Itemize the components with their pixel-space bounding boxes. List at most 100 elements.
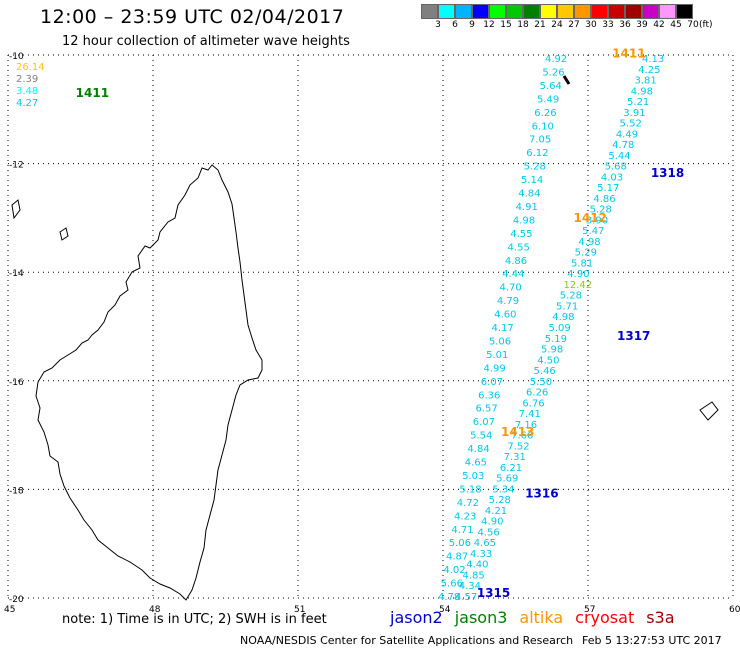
wave-height-value: 5.66 xyxy=(441,579,463,590)
wave-height-values: 26.142.393.484.27 4.92 5.26 5.64 5.49 6.26 6.1… xyxy=(16,54,664,603)
page-title: 12:00 – 23:59 UTC 02/04/2017 xyxy=(40,6,345,28)
wave-height-value: 5.34 xyxy=(492,484,514,495)
track-orbit-labels: 1411 1411 1412 1318 1317 1413 1316 1315 xyxy=(76,47,685,600)
wave-height-value: 5.26 xyxy=(542,67,564,78)
legend-swatch xyxy=(574,4,591,19)
wave-height-value: 4.60 xyxy=(494,310,516,321)
wave-height-value: 4.49 xyxy=(616,129,638,140)
satellite-name: s3a xyxy=(646,608,675,627)
latitude-tick-label: -20 xyxy=(9,595,24,605)
wave-height-value: 4.17 xyxy=(492,323,514,334)
wave-height-value: 6.26 xyxy=(526,388,548,399)
wave-height-value: 4.33 xyxy=(470,549,492,560)
track-label: 1318 xyxy=(651,166,684,180)
wave-height-value: 5.06 xyxy=(489,336,511,347)
wave-height-value: 5.09 xyxy=(549,323,571,334)
latitude-tick-label: -14 xyxy=(9,269,24,279)
wave-height-value: 4.98 xyxy=(631,86,653,97)
legend-label: 33 xyxy=(602,20,614,30)
wave-height-value: 3.90 xyxy=(586,215,608,226)
wave-height-value: 5.29 xyxy=(575,248,597,259)
track-label: 1413 xyxy=(501,425,534,439)
wave-height-value: 4.84 xyxy=(467,444,489,455)
wave-height-value: 4.13 xyxy=(642,54,664,65)
wave-height-value: 4.02 xyxy=(443,565,465,576)
wave-height-value: 7.31 xyxy=(504,452,526,463)
wave-height-value: 4.84 xyxy=(518,189,540,200)
track-label: 1412 xyxy=(574,211,607,225)
wave-height-value: 6.76 xyxy=(522,398,544,409)
wave-height-value: 4.86 xyxy=(593,194,615,205)
legend-unit: (ft) xyxy=(699,20,713,30)
legend-label: 15 xyxy=(500,20,512,30)
legend-swatch xyxy=(489,4,506,19)
wave-height-value: 5.28 xyxy=(524,162,546,173)
wave-height-value: 7.41 xyxy=(519,409,541,420)
wave-height-value: 4.99 xyxy=(483,363,505,374)
wave-height-value: 6.10 xyxy=(532,121,554,132)
wave-height-value: 2.39 xyxy=(16,74,38,85)
legend-label: 42 xyxy=(653,20,665,30)
credit-line: NOAA/NESDIS Center for Satellite Applica… xyxy=(240,634,574,647)
wave-height-value: 5.46 xyxy=(534,366,556,377)
legend-swatch xyxy=(625,4,642,19)
wave-height-value: 4.65 xyxy=(474,538,496,549)
lat-lon-grid xyxy=(7,54,734,599)
generation-date: Feb 5 13:27:53 UTC 2017 xyxy=(582,634,722,647)
wave-height-value: 3.48 xyxy=(16,86,38,97)
wave-height-value: 4.98 xyxy=(552,312,574,323)
legend-swatch xyxy=(540,4,557,19)
legend-swatch xyxy=(642,4,659,19)
wave-height-value: 5.17 xyxy=(597,183,619,194)
wave-height-value: 4.71 xyxy=(451,525,473,536)
legend-label: 30 xyxy=(585,20,597,30)
wave-height-value: 5.64 xyxy=(540,81,562,92)
wave-height-value: 4.87 xyxy=(446,552,468,563)
wave-height-value: 4.34 xyxy=(459,581,481,592)
high-value-marker xyxy=(562,75,571,85)
legend-label: 36 xyxy=(619,20,631,30)
legend-labels: 3 6 9 12 15 18 21 24 27 30 33 36 39 42 45 70 (ft) xyxy=(421,19,740,33)
wave-height-value: 4.21 xyxy=(485,506,507,517)
wave-height-value: 5.19 xyxy=(545,334,567,345)
legend-swatch xyxy=(676,4,693,19)
wave-height-value: 4.55 xyxy=(508,242,530,253)
wave-height-value: 5.68 xyxy=(605,162,627,173)
wave-height-value: 5.14 xyxy=(521,175,543,186)
wave-height-value: 6.26 xyxy=(534,108,556,119)
wave-height-value: 5.28 xyxy=(590,205,612,216)
wave-height-value: 4.27 xyxy=(16,98,38,109)
legend-label: 45 xyxy=(670,20,682,30)
wave-height-value: 5.06 xyxy=(449,538,471,549)
track-label: 1411 xyxy=(612,47,645,61)
wave-height-value: 4.90 xyxy=(481,517,503,528)
wave-height-value: 5.98 xyxy=(541,345,563,356)
wave-height-value: 5.71 xyxy=(556,301,578,312)
wave-height-value: 4.65 xyxy=(465,458,487,469)
wave-height-value: 4.85 xyxy=(462,570,484,581)
wave-height-value: 4.90 xyxy=(567,269,589,280)
wave-height-value: 6.57 xyxy=(475,404,497,415)
wave-height-value: 6.07 xyxy=(473,417,495,428)
wave-height-value: 5.47 xyxy=(582,226,604,237)
footnote: note: 1) Time is in UTC; 2) SWH is in fe… xyxy=(62,612,327,627)
wave-height-value: 5.50 xyxy=(530,377,552,388)
wave-height-value: 4.98 xyxy=(578,237,600,248)
wave-height-value: 4.03 xyxy=(601,172,623,183)
color-legend: 3 6 9 12 15 18 21 24 27 30 33 36 39 42 45 70 (ft) xyxy=(421,4,740,33)
wave-height-value: 4.78 xyxy=(612,140,634,151)
wave-height-value: 4.44 xyxy=(502,269,524,280)
longitude-tick-label: 57 xyxy=(584,605,595,615)
wave-height-value: 5.52 xyxy=(620,119,642,130)
madagascar-coastline-path xyxy=(35,164,263,601)
wave-height-value: 4.86 xyxy=(505,256,527,267)
satellite-legend: jason2 jason3 altika cryosat s3a xyxy=(390,608,687,627)
wave-height-value: 6.07 xyxy=(481,377,503,388)
wave-height-value: 4.40 xyxy=(466,560,488,571)
page-subtitle: 12 hour collection of altimeter wave hei… xyxy=(62,34,350,49)
wave-height-value: 7.52 xyxy=(507,441,529,452)
wave-height-value: 26.14 xyxy=(16,62,45,73)
wave-height-value: 12.42 xyxy=(563,280,592,291)
wave-height-value: 6.12 xyxy=(526,148,548,159)
